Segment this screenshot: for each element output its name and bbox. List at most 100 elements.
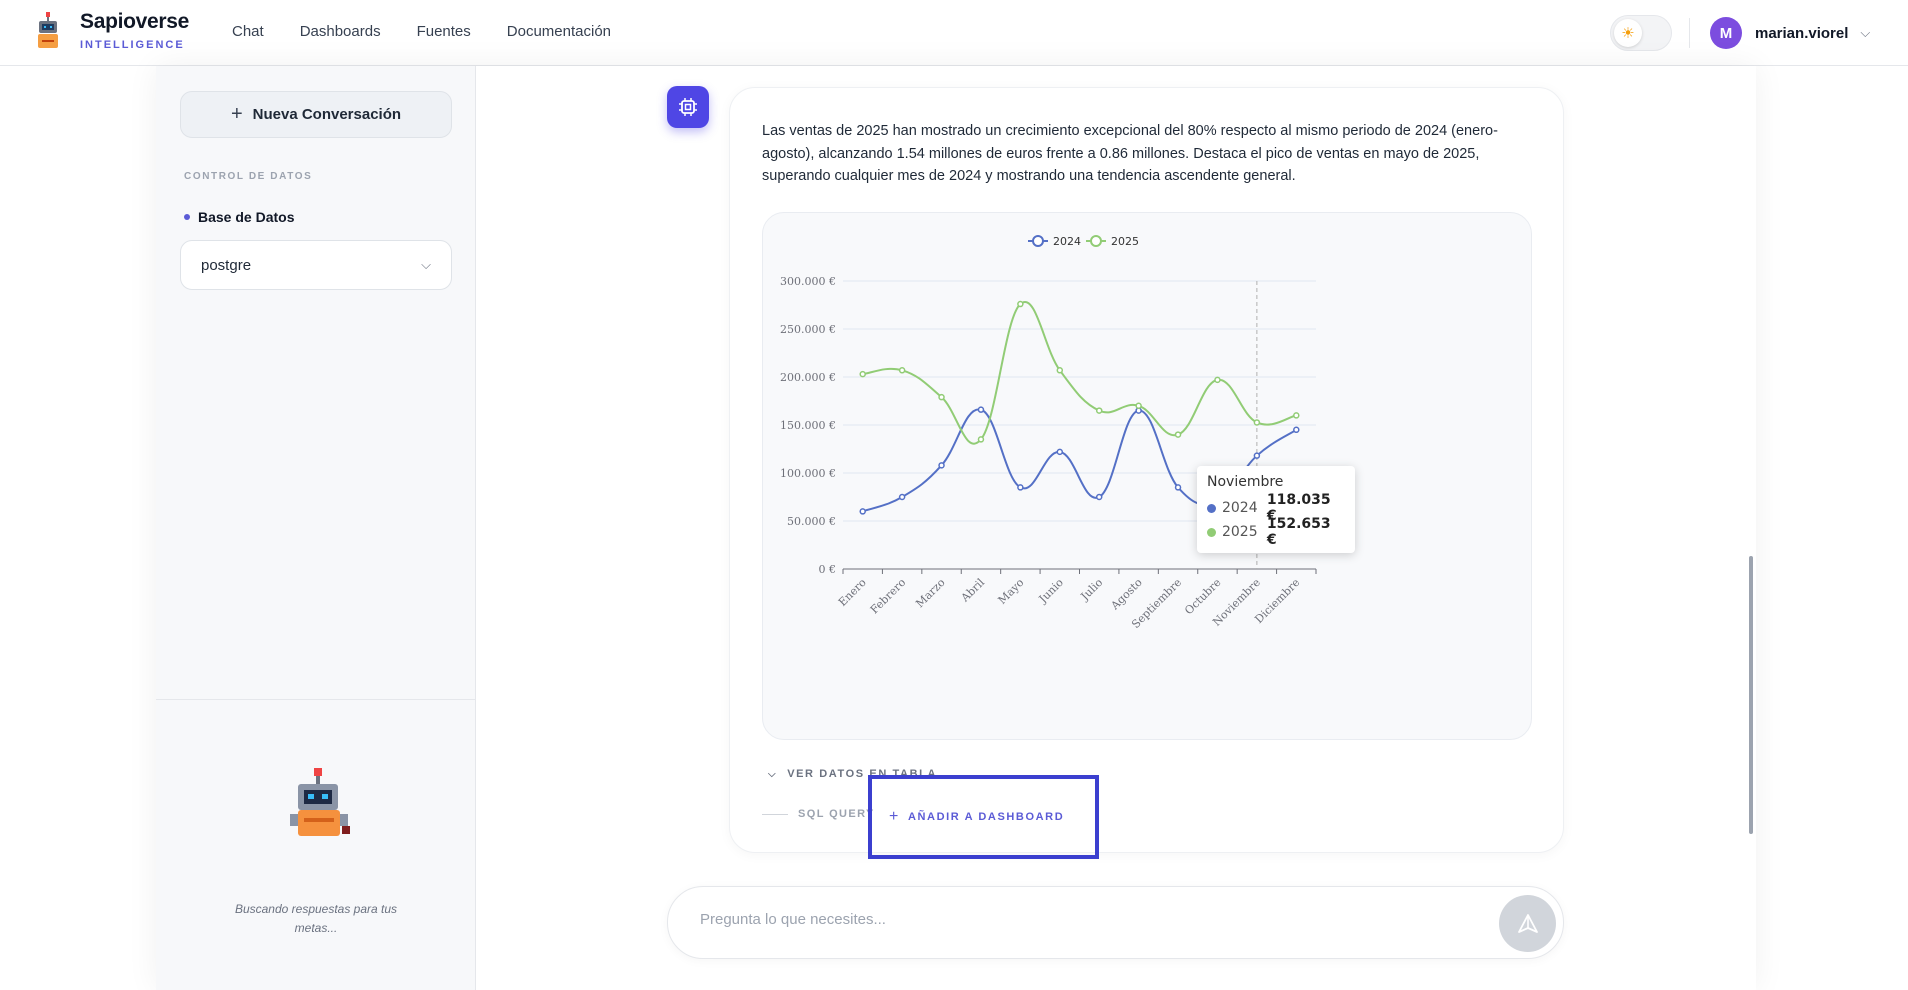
assistant-chip-icon [667,86,709,128]
x-tick-label: Marzo [913,576,948,611]
tooltip-row: 2025 152.653 € [1207,516,1345,548]
send-icon [1517,913,1538,933]
data-point [1253,419,1261,426]
send-button[interactable] [1499,895,1556,952]
theme-toggle[interactable]: ☀ [1610,15,1672,51]
loading-message: Buscando respuestas para tus metas... [234,902,398,935]
data-point [859,370,866,378]
add-to-dashboard-button[interactable]: + AÑADIR A DASHBOARD [889,808,1064,826]
database-label: Base de Datos [184,209,294,225]
x-tick-label: Agosto [1108,576,1145,613]
sidebar: + Nueva Conversación CONTROL DE DATOS Ba… [156,66,476,990]
cpu-icon [679,98,697,116]
user-menu[interactable]: M marian.viorel ⌵ [1710,17,1870,49]
sql-query-tab[interactable]: SQL QUERY [798,808,875,820]
data-point [977,436,985,443]
nav-chat[interactable]: Chat [232,23,264,40]
legend-marker [1032,235,1044,247]
database-select-value: postgre [201,256,252,274]
top-navbar: Sapioverse INTELLIGENCE Chat Dashboards … [0,0,1908,66]
y-tick-label: 50.000 € [787,515,836,528]
user-name: marian.viorel [1755,24,1849,42]
brand[interactable]: Sapioverse INTELLIGENCE [34,10,189,52]
tooltip-title: Noviembre [1207,474,1284,490]
data-point [1056,448,1064,456]
sales-line-chart: 0 € 50.000 € 100.000 € 150.000 € 200.000 € 25… [762,212,1532,740]
database-label-text: Base de Datos [198,209,295,225]
data-point [1293,426,1300,434]
scrollbar-thumb[interactable] [1749,556,1753,834]
x-tick-label: Abril [958,576,988,606]
chart-canvas: 0 € 50.000 € 100.000 € 150.000 € 200.000 € 25… [780,235,1317,631]
section-label: CONTROL DE DATOS [184,171,313,182]
bullet-dot-icon [184,214,190,220]
new-conversation-label: Nueva Conversación [252,106,402,123]
data-point [938,462,945,469]
tooltip-series-name: 2025 [1221,524,1258,540]
data-point [977,406,985,413]
y-tick-label: 100.000 € [780,467,836,480]
nav-fuentes[interactable]: Fuentes [416,23,471,40]
x-tick-label: Julio [1078,576,1106,604]
sun-icon: ☀ [1614,19,1642,47]
chart-tooltip: Noviembre 2024 118.035 € 2025 152.653 € [1197,466,1355,553]
data-point [1174,484,1182,491]
data-point [1017,300,1024,308]
legend-label: 2024 [1053,235,1081,248]
data-point [1174,431,1182,438]
legend-marker [1090,235,1102,247]
add-to-dashboard-label: AÑADIR A DASHBOARD [907,811,1065,823]
brand-subtitle: INTELLIGENCE [80,39,185,51]
data-point [1293,412,1300,419]
x-tick-label: Junio [1036,576,1066,606]
x-tick-label: Enero [836,576,869,609]
y-tick-label: 150.000 € [780,419,836,432]
chevron-down-icon: ⌵ [1860,25,1871,40]
highlight-box [868,775,1099,859]
database-select[interactable]: postgre ⌵ [180,240,452,290]
y-tick-label: 300.000 € [780,275,836,288]
y-tick-label: 0 € [819,563,837,576]
nav-dashboards[interactable]: Dashboards [299,23,381,40]
tooltip-series-value: 152.653 € [1266,516,1331,548]
tooltip-series-value: 118.035 € [1266,492,1331,524]
plus-icon: + [889,808,900,825]
robot-mascot-icon [290,768,350,836]
y-tick-label: 200.000 € [780,371,836,384]
robot-logo-icon [38,12,58,48]
data-point [1095,407,1103,414]
main-nav: Chat Dashboards Fuentes Documentación [232,23,611,40]
data-point [1056,367,1064,374]
data-point [1017,484,1024,491]
nav-documentacion[interactable]: Documentación [506,23,612,40]
header-divider [1689,18,1690,48]
assistant-message-card: Las ventas de 2025 han mostrado un creci… [729,87,1564,853]
x-tick-label: Febrero [868,576,909,617]
data-point [1095,493,1103,501]
series-dot-icon [1207,503,1216,513]
plus-icon: + [230,103,243,125]
chevron-down-icon: ⌵ [768,768,778,780]
data-point [859,508,866,515]
chat-input-bar [667,886,1564,959]
brand-name: Sapioverse [80,10,190,33]
series-line-2025 [862,300,1297,445]
new-conversation-button[interactable]: + Nueva Conversación [180,91,452,138]
tooltip-series-name: 2024 [1221,500,1258,516]
assistant-message-text: Las ventas de 2025 han mostrado un creci… [762,123,1498,184]
data-point [1253,452,1261,459]
data-point [898,493,906,501]
sidebar-divider [156,699,476,700]
tab-indicator-line [762,814,788,815]
x-tick-label: Mayo [996,576,1027,607]
chevron-down-icon: ⌵ [421,257,431,272]
data-point [938,393,945,401]
series-dot-icon [1207,527,1216,537]
legend-label: 2025 [1111,235,1139,248]
data-point [898,367,906,374]
avatar: M [1710,17,1742,49]
data-point [1135,402,1142,410]
chat-input[interactable] [700,911,1460,928]
tooltip-row: 2024 118.035 € [1207,492,1345,524]
data-point [1214,376,1221,384]
